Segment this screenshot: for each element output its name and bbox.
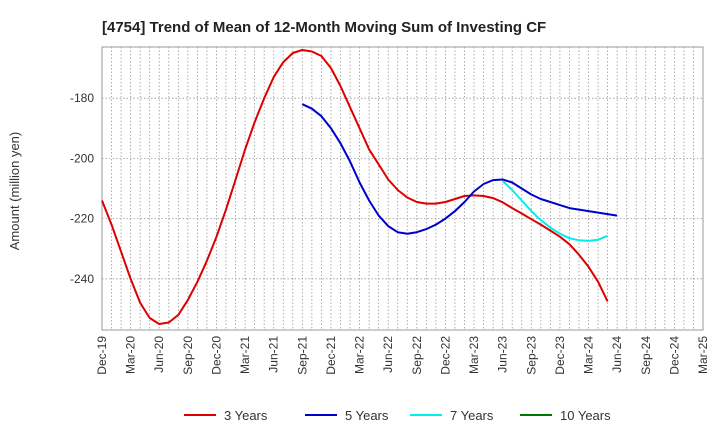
x-tick-labels: Dec-19 Mar-20 Jun-20 Sep-20 Dec-20 Mar-21 Jun-… [95, 336, 710, 375]
x-tick-label: Dec-21 [324, 336, 338, 375]
chart-title: [4754] Trend of Mean of 12-Month Moving … [102, 19, 546, 36]
legend: 3 Years 5 Years 7 Years 10 Years [184, 408, 611, 423]
y-tick-label: -200 [70, 151, 94, 165]
x-tick-label: Sep-22 [410, 336, 424, 375]
x-tick-label: Dec-19 [95, 336, 109, 375]
y-tick-label: -240 [70, 272, 94, 286]
x-tick-label: Mar-20 [124, 336, 138, 374]
y-tick-label: -220 [70, 212, 94, 226]
series-lines [101, 49, 618, 325]
x-tick-label: Mar-21 [238, 336, 252, 374]
x-tick-label: Sep-20 [181, 336, 195, 375]
x-tick-label: Dec-20 [209, 336, 223, 375]
series-line-7-years [502, 180, 608, 242]
x-tick-label: Dec-23 [553, 336, 567, 375]
y-axis-label: Amount (million yen) [7, 132, 22, 251]
x-tick-label: Dec-24 [667, 336, 681, 375]
x-tick-label: Sep-21 [295, 336, 309, 375]
x-tick-label: Dec-22 [438, 336, 452, 375]
series-line-5-years [301, 103, 618, 235]
x-tick-label: Jun-22 [381, 336, 395, 373]
legend-label: 7 Years [450, 408, 494, 423]
legend-label: 5 Years [345, 408, 389, 423]
legend-label: 3 Years [224, 408, 268, 423]
y-tick-labels: -180 -200 -220 -240 [70, 91, 94, 286]
x-tick-label: Jun-24 [610, 336, 624, 373]
series-line-3-years [101, 49, 609, 325]
x-tick-label: Sep-23 [524, 336, 538, 375]
x-tick-label: Jun-20 [152, 336, 166, 373]
legend-label: 10 Years [560, 408, 611, 423]
x-tick-label: Jun-23 [496, 336, 510, 373]
x-tick-label: Mar-22 [353, 336, 367, 374]
grid-lines [102, 47, 703, 330]
x-tick-label: Mar-24 [582, 336, 596, 374]
x-tick-label: Sep-24 [639, 336, 653, 375]
x-tick-label: Mar-25 [696, 336, 710, 374]
x-tick-label: Mar-23 [467, 336, 481, 374]
x-tick-label: Jun-21 [267, 336, 281, 373]
plot-area [101, 46, 704, 331]
plot-frame [101, 46, 704, 331]
y-tick-label: -180 [70, 91, 94, 105]
